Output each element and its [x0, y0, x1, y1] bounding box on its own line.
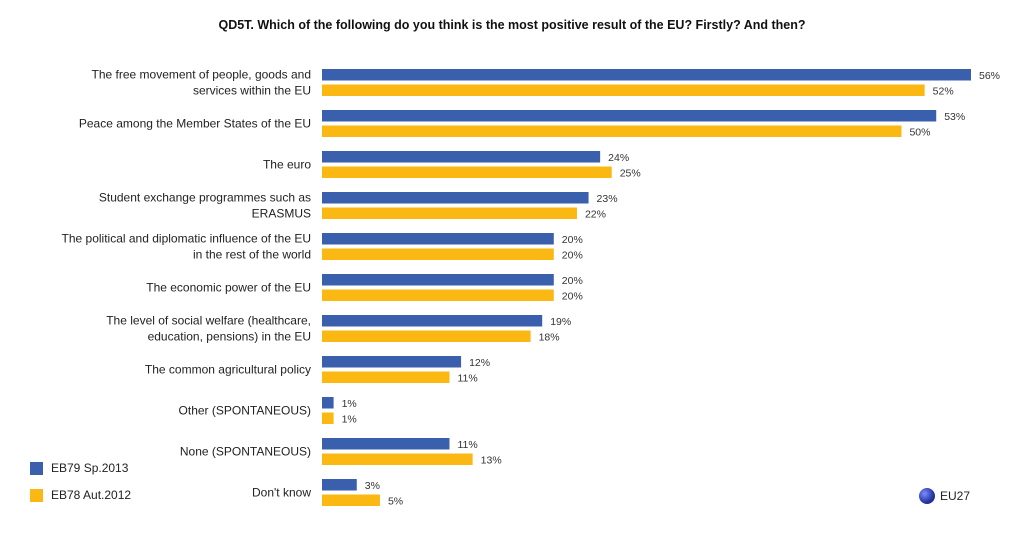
value-label-series-1: 1%	[342, 398, 357, 410]
chart-title: QD5T. Which of the following do you thin…	[218, 18, 806, 32]
bar-series-1	[322, 110, 937, 122]
bar-series-1	[322, 69, 971, 81]
value-label-series-2: 25%	[620, 167, 641, 179]
bar-series-2	[322, 289, 554, 301]
category-label: None (SPONTANEOUS)	[180, 445, 311, 459]
value-label-series-1: 3%	[365, 480, 380, 492]
bar-series-1	[322, 233, 554, 245]
bar-series-1	[322, 192, 589, 204]
category-label: The level of social welfare (healthcare,…	[106, 314, 311, 344]
legend-swatch-series-1	[30, 461, 43, 475]
value-labels: 56% 52% 53% 50% 24% 25% 23% 22% 20% 20% 20% 20% 19% 1…	[342, 70, 1000, 508]
legend-swatch-series-2	[30, 488, 43, 502]
value-label-series-1: 53%	[944, 111, 965, 123]
bar-series-2	[322, 125, 902, 137]
value-label-series-1: 20%	[562, 234, 583, 246]
bar-series-1	[322, 356, 462, 368]
category-label: The free movement of people, goods and se…	[92, 68, 311, 98]
bar-series-1	[322, 479, 357, 491]
value-label-series-1: 24%	[608, 152, 629, 164]
legend-label-series-1: EB79 Sp.2013	[51, 461, 129, 475]
bar-series-1	[322, 438, 450, 450]
legend-label-series-2: EB78 Aut.2012	[51, 488, 132, 502]
bar-series-2	[322, 371, 450, 383]
category-label: The euro	[263, 158, 311, 172]
value-label-series-2: 18%	[539, 331, 560, 343]
value-label-series-2: 52%	[933, 85, 954, 97]
category-label: Other (SPONTANEOUS)	[179, 404, 311, 418]
value-label-series-2: 1%	[342, 413, 357, 425]
bar-series-1	[322, 397, 334, 409]
bar-series-1	[322, 274, 554, 286]
category-label: The political and diplomatic influence o…	[62, 232, 311, 262]
bar-series-2	[322, 84, 925, 96]
bar-series-2	[322, 412, 334, 424]
value-label-series-1: 12%	[469, 357, 490, 369]
bar-series-1	[322, 315, 543, 327]
bar-series-2	[322, 453, 473, 465]
category-label: Student exchange programmes such as ERASM…	[99, 191, 311, 221]
value-label-series-2: 5%	[388, 495, 403, 507]
value-label-series-1: 56%	[979, 70, 1000, 82]
value-label-series-2: 22%	[585, 208, 606, 220]
value-label-series-2: 20%	[562, 249, 583, 261]
category-label: The common agricultural policy	[145, 363, 311, 377]
category-label: The economic power of the EU	[146, 281, 311, 295]
category-labels: The free movement of people, goods and se…	[62, 68, 312, 500]
globe-icon	[919, 488, 935, 504]
value-label-series-2: 50%	[909, 126, 930, 138]
category-label: Don't know	[252, 486, 311, 500]
value-label-series-2: 20%	[562, 290, 583, 302]
category-label: Peace among the Member States of the EU	[79, 117, 311, 131]
bar-series-2	[322, 207, 577, 219]
bars	[322, 69, 971, 506]
bar-series-1	[322, 151, 601, 163]
value-label-series-1: 20%	[562, 275, 583, 287]
bar-series-2	[322, 248, 554, 260]
bar-series-2	[322, 494, 380, 506]
legend-item-series-1: EB79 Sp.2013	[30, 461, 128, 475]
region-badge: EU27	[919, 488, 970, 504]
region-label: EU27	[940, 489, 971, 503]
value-label-series-1: 19%	[550, 316, 571, 328]
legend-item-series-2: EB78 Aut.2012	[30, 488, 131, 502]
value-label-series-2: 11%	[457, 372, 477, 384]
value-label-series-1: 23%	[597, 193, 618, 205]
value-label-series-2: 13%	[481, 454, 502, 466]
value-label-series-1: 11%	[457, 439, 477, 451]
bar-series-2	[322, 166, 612, 178]
bar-series-2	[322, 330, 531, 342]
